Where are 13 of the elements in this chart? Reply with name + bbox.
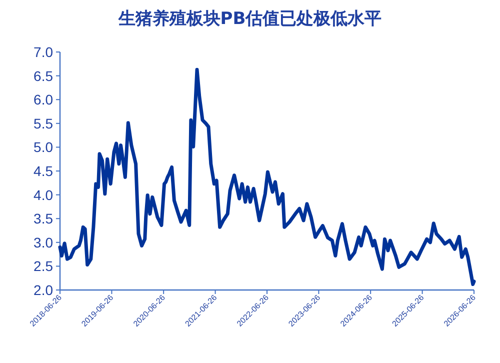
y-tick-label: 4.5 bbox=[34, 163, 54, 179]
line-series bbox=[58, 68, 476, 286]
y-tick-label: 5.0 bbox=[34, 139, 54, 156]
chart-title: 生猪养殖板块PB估值已处极低水平 bbox=[117, 9, 382, 29]
y-tick-label: 4.0 bbox=[34, 186, 54, 203]
y-tick-label: 2.5 bbox=[34, 258, 54, 274]
y-tick-label: 5.5 bbox=[34, 115, 54, 132]
y-tick-label: 7.0 bbox=[34, 44, 54, 60]
y-tick-label: 3.0 bbox=[34, 234, 54, 250]
y-tick-label: 2.0 bbox=[34, 282, 54, 298]
y-tick-label: 6.0 bbox=[34, 92, 54, 108]
y-tick-label: 3.5 bbox=[34, 210, 54, 227]
y-tick-label: 6.5 bbox=[34, 68, 54, 84]
